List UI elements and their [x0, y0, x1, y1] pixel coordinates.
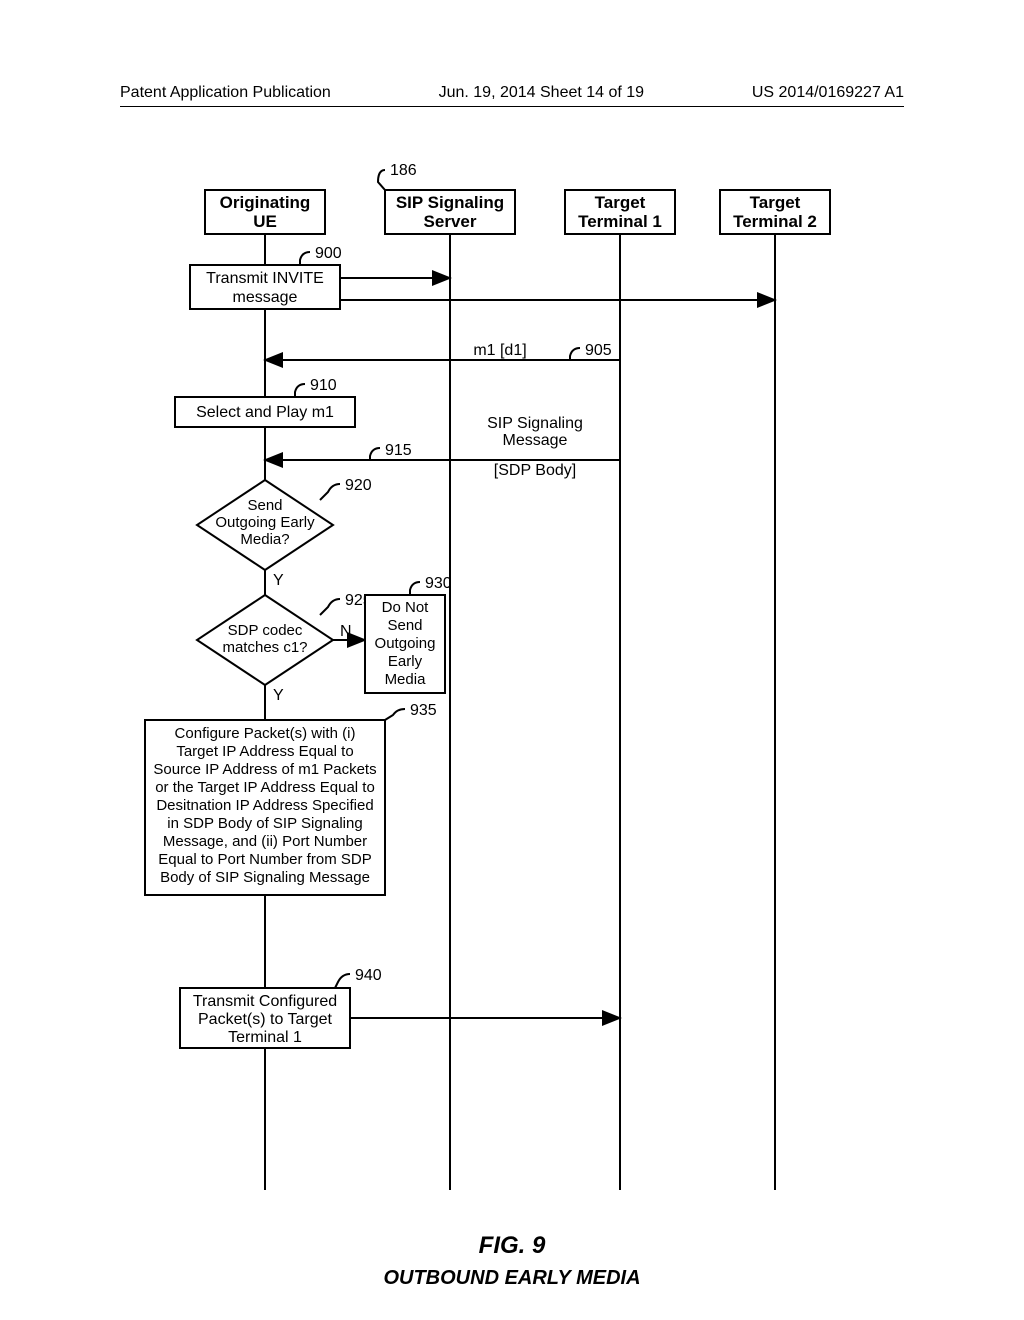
dec2-no: N	[340, 623, 352, 640]
ref-915: 915	[385, 442, 412, 459]
dns-l1: Do Not	[382, 599, 430, 616]
page-header: Patent Application Publication Jun. 19, …	[120, 84, 904, 107]
ref-935: 935	[410, 702, 437, 719]
cfg-l6: in SDP Body of SIP Signaling	[167, 815, 362, 832]
lane-ue-l1: Originating	[220, 193, 311, 212]
lane-t1-l2: Terminal 1	[578, 212, 662, 231]
cfg-l2: Target IP Address Equal to	[176, 743, 353, 760]
cfg-l1: Configure Packet(s) with (i)	[175, 725, 356, 742]
dec2-l2: matches c1?	[222, 639, 307, 656]
cfg-l7: Message, and (ii) Port Number	[163, 833, 367, 850]
cfg-l3: Source IP Address of m1 Packets	[153, 761, 376, 778]
dec1-l3: Media?	[240, 531, 289, 548]
tx-l2: Packet(s) to Target	[198, 1011, 333, 1028]
cfg-l5: Desitnation IP Address Specified	[156, 797, 373, 814]
lane-target-1: Target Terminal 1	[565, 190, 675, 1190]
lane-ue-l2: UE	[253, 212, 277, 231]
dec1-yes: Y	[273, 572, 284, 589]
label-m1d1: m1 [d1]	[473, 342, 526, 359]
ref-930: 930	[425, 575, 452, 592]
dec1-l2: Outgoing Early	[215, 514, 315, 531]
dns-l2: Send	[387, 617, 422, 634]
dec1-l1: Send	[247, 497, 282, 514]
sipmsg-l3: [SDP Body]	[494, 462, 576, 479]
cfg-l8: Equal to Port Number from SDP	[158, 851, 371, 868]
lane-t2-l2: Terminal 2	[733, 212, 817, 231]
sipmsg-l2: Message	[503, 432, 568, 449]
decision-send-early-media: Send Outgoing Early Media? 920	[197, 477, 372, 570]
cfg-l4: or the Target IP Address Equal to	[155, 779, 375, 796]
figure-subtitle: OUTBOUND EARLY MEDIA	[0, 1267, 1024, 1290]
header-right: US 2014/0169227 A1	[752, 84, 904, 102]
tx-l3: Terminal 1	[228, 1029, 302, 1046]
header-center: Jun. 19, 2014 Sheet 14 of 19	[439, 84, 645, 102]
dns-l4: Early	[388, 653, 423, 670]
sequence-flow-diagram: Originating UE SIP Signaling Server 186 …	[150, 160, 880, 1240]
select-play-text: Select and Play m1	[196, 404, 334, 421]
ref-920: 920	[345, 477, 372, 494]
cfg-l9: Body of SIP Signaling Message	[160, 869, 370, 886]
sipmsg-l1: SIP Signaling	[487, 415, 583, 432]
lane-sip-l1: SIP Signaling	[396, 193, 504, 212]
step-transmit-configured: Transmit Configured Packet(s) to Target …	[180, 967, 382, 1048]
invite-l2: message	[233, 289, 298, 306]
tx-l1: Transmit Configured	[193, 993, 337, 1010]
dec2-yes: Y	[273, 687, 284, 704]
ref-910: 910	[310, 377, 337, 394]
header-left: Patent Application Publication	[120, 84, 331, 102]
step-do-not-send: Do Not Send Outgoing Early Media 930	[365, 575, 452, 693]
invite-l1: Transmit INVITE	[206, 270, 324, 287]
figure-title: FIG. 9	[0, 1232, 1024, 1260]
dns-l3: Outgoing	[375, 635, 436, 652]
step-configure-packets: Configure Packet(s) with (i) Target IP A…	[145, 702, 437, 895]
dns-l5: Media	[385, 671, 427, 688]
lane-t2-l1: Target	[750, 193, 801, 212]
lane-t1-l1: Target	[595, 193, 646, 212]
ref-186: 186	[390, 162, 417, 179]
ref-940: 940	[355, 967, 382, 984]
ref-900: 900	[315, 245, 342, 262]
dec2-l1: SDP codec	[228, 622, 303, 639]
lane-target-2: Target Terminal 2	[720, 190, 830, 1190]
ref-905: 905	[585, 342, 612, 359]
lane-sip-l2: Server	[424, 212, 477, 231]
